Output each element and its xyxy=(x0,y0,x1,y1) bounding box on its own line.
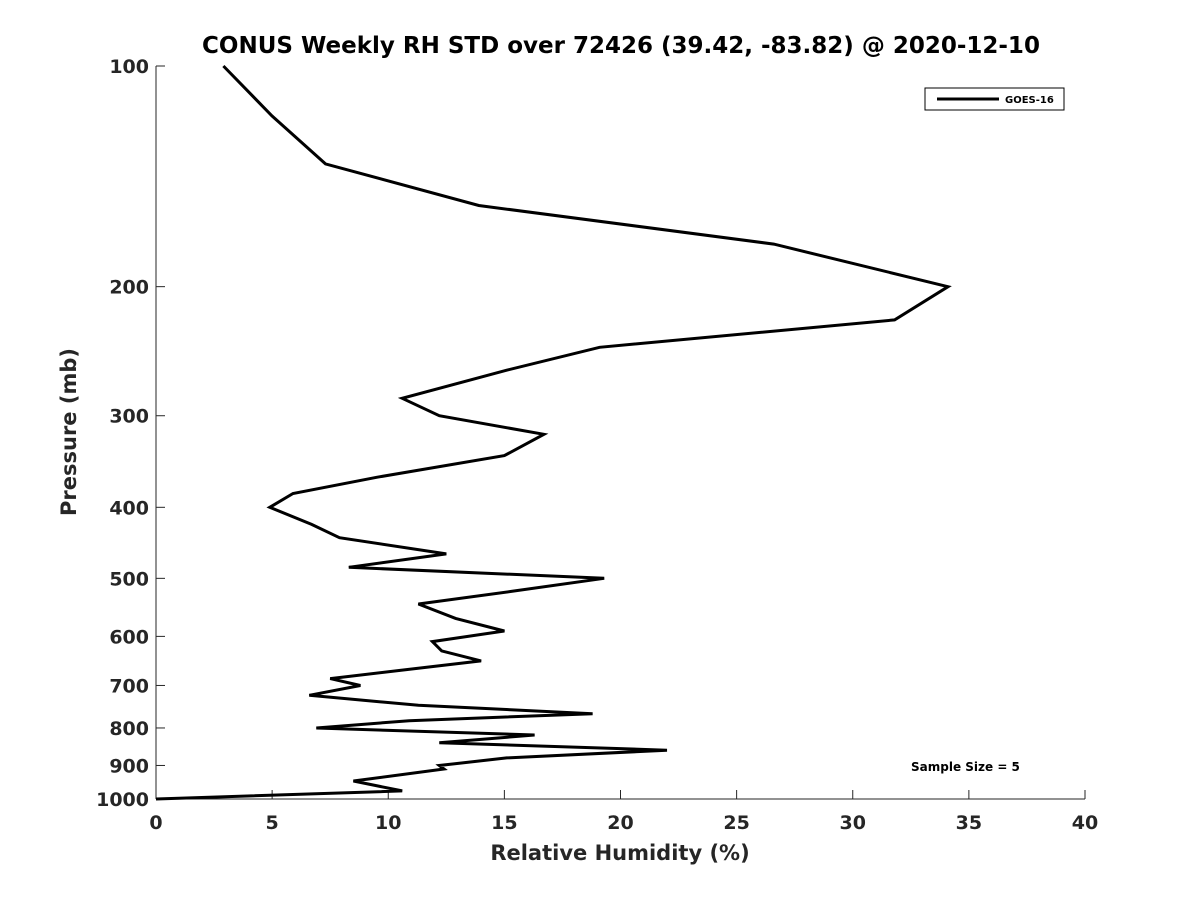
y-tick-label: 800 xyxy=(109,718,149,740)
y-tick-label: 400 xyxy=(109,497,149,519)
x-tick-label: 30 xyxy=(840,812,866,834)
y-tick-label: 900 xyxy=(109,755,149,777)
x-tick-label: 10 xyxy=(375,812,401,834)
y-tick-label: 500 xyxy=(109,568,149,590)
sample-size-annotation: Sample Size = 5 xyxy=(911,760,1020,774)
x-tick-label: 15 xyxy=(491,812,517,834)
x-tick-label: 25 xyxy=(723,812,749,834)
chart-title: CONUS Weekly RH STD over 72426 (39.42, -… xyxy=(202,33,1040,59)
x-tick-label: 5 xyxy=(266,812,279,834)
y-tick-label: 200 xyxy=(109,277,149,299)
legend: GOES-16 xyxy=(924,87,1065,111)
x-tick-label: 35 xyxy=(956,812,982,834)
x-tick-label: 0 xyxy=(149,812,162,834)
y-tick-label: 100 xyxy=(109,56,149,78)
x-axis: 0 5 10 15 20 25 30 35 40 xyxy=(149,790,1098,834)
legend-label-goes-16: GOES-16 xyxy=(1005,95,1054,106)
y-tick-label: 700 xyxy=(109,675,149,697)
y-axis-label: Pressure (mb) xyxy=(57,348,81,516)
x-axis-label: Relative Humidity (%) xyxy=(490,841,749,865)
x-tick-label: 20 xyxy=(607,812,633,834)
series-line-goes-16 xyxy=(155,64,952,801)
y-tick-label: 600 xyxy=(109,626,149,648)
y-axis: 100 200 300 400 500 600 700 800 900 1000 xyxy=(96,56,165,811)
x-tick-label: 40 xyxy=(1072,812,1098,834)
y-tick-label: 1000 xyxy=(96,789,149,811)
plot-lines xyxy=(155,64,952,801)
y-tick-label: 300 xyxy=(109,406,149,428)
